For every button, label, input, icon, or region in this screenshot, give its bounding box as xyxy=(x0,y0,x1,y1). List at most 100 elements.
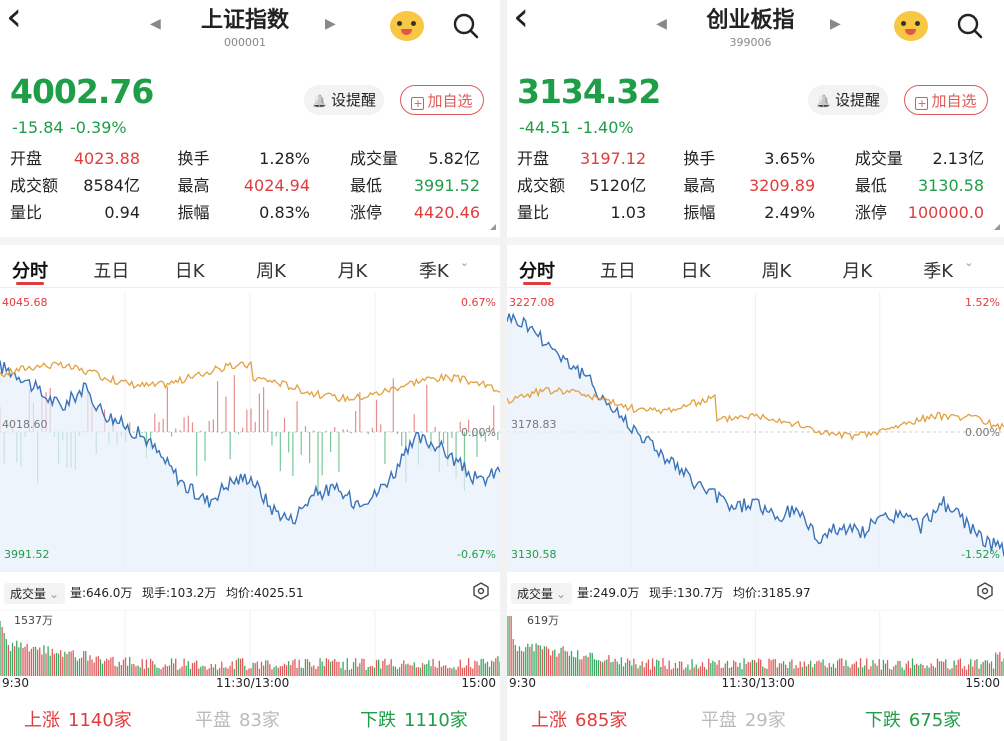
tab-2[interactable]: 日K xyxy=(174,261,205,282)
tab-3[interactable]: 周K xyxy=(761,261,792,282)
time-start: 9:30 xyxy=(509,676,536,690)
axis-bottom-pct: -1.52% xyxy=(961,548,1000,561)
chevron-down-icon: ⌄ xyxy=(459,256,470,269)
tab-4[interactable]: 月K xyxy=(842,261,873,282)
unchanged-label: 平盘 xyxy=(700,710,737,731)
add-watchlist-label: 加自选 xyxy=(427,92,473,110)
decliners-label: 下跌 xyxy=(864,710,901,731)
tab-1[interactable]: 五日 xyxy=(93,261,130,282)
bell-icon: 🔔 xyxy=(312,94,327,108)
period-tabs: 分时 五日 日K 周K 月K 季K ⌄ xyxy=(507,252,1004,288)
tab-2[interactable]: 日K xyxy=(680,261,711,282)
axis-mid-price: 4018.60 xyxy=(2,418,48,431)
tab-5[interactable]: 季K xyxy=(923,261,954,282)
stat-label: 振幅 xyxy=(177,203,210,222)
unchanged-label: 平盘 xyxy=(195,710,231,731)
stat-value: 0.94 xyxy=(104,203,140,222)
search-icon[interactable] xyxy=(452,12,480,40)
price-change: -44.51 xyxy=(519,118,571,137)
indicator-selector[interactable]: 成交量 ⌄ xyxy=(4,583,66,604)
settings-icon[interactable] xyxy=(472,582,490,600)
mascot-icon[interactable] xyxy=(894,11,928,41)
settings-icon[interactable] xyxy=(976,582,994,600)
volume-chart[interactable]: 619万 xyxy=(507,610,1004,676)
stat-label: 成交量 xyxy=(854,149,903,168)
stat-value: 5120亿 xyxy=(589,176,647,195)
expand-corner-icon[interactable] xyxy=(490,224,496,230)
add-watchlist-label: 加自选 xyxy=(931,92,977,110)
intraday-chart[interactable]: 3227.08 1.52% 3178.83 0.00% 3130.58 -1.52% xyxy=(507,292,1004,572)
current-price: 3134.32 xyxy=(517,72,661,111)
stat-label: 成交额 xyxy=(517,176,566,195)
stat-value: 8584亿 xyxy=(83,176,140,195)
stat-value: 4023.88 xyxy=(73,149,140,168)
expand-corner-icon[interactable] xyxy=(994,224,1000,230)
stat-label: 量比 xyxy=(517,203,550,222)
volume-max-label: 619万 xyxy=(527,614,559,627)
tab-0[interactable]: 分时 xyxy=(12,261,48,282)
stat-value: 2.13亿 xyxy=(932,149,985,168)
divider xyxy=(507,237,1004,245)
time-end: 15:00 xyxy=(461,676,496,690)
volume-chart[interactable]: 1537万 xyxy=(0,610,500,676)
prev-index-icon[interactable]: ◀ xyxy=(150,16,161,32)
stat-value: 3209.89 xyxy=(748,176,816,195)
index-code: 399006 xyxy=(729,36,772,49)
axis-bottom-price: 3991.52 xyxy=(4,548,50,561)
tab-3[interactable]: 周K xyxy=(256,261,286,282)
add-watchlist-button[interactable]: + 加自选 xyxy=(400,85,484,115)
advancers-label: 上涨 xyxy=(531,710,567,731)
price-area xyxy=(0,360,500,572)
tab-4[interactable]: 月K xyxy=(337,261,368,282)
index-name: 上证指数 xyxy=(200,8,289,33)
tab-5[interactable]: 季K xyxy=(418,261,449,282)
time-mid: 11:30/13:00 xyxy=(721,676,795,690)
unchanged: 平盘 83家 xyxy=(195,706,280,732)
time-mid: 11:30/13:00 xyxy=(216,676,290,690)
chevron-down-icon: ⌄ xyxy=(49,587,60,601)
tab-1[interactable]: 五日 xyxy=(599,261,636,282)
volume-value: 量:646.0万 xyxy=(70,586,133,600)
period-tabs: 分时 五日 日K 周K 月K 季K ⌄ xyxy=(0,252,500,288)
intraday-chart[interactable]: 4045.68 0.67% 4018.60 0.00% 3991.52 -0.67% xyxy=(0,292,500,572)
decliners-label: 下跌 xyxy=(360,710,396,731)
avg-price-line xyxy=(507,386,1004,442)
stat-value: 3.65% xyxy=(764,149,816,168)
prev-index-icon[interactable]: ◀ xyxy=(656,16,667,32)
indicator-label: 成交量 xyxy=(10,587,47,601)
set-reminder-label: 设提醒 xyxy=(834,91,880,109)
advancers: 上涨 1140家 xyxy=(24,706,132,732)
stat-label: 换手 xyxy=(177,149,210,168)
time-end: 15:00 xyxy=(965,676,1000,690)
axis-mid-price: 3178.83 xyxy=(511,418,557,431)
next-index-icon[interactable]: ▶ xyxy=(325,16,336,32)
current-price: 4002.76 xyxy=(10,72,154,111)
set-reminder-button[interactable]: 🔔 设提醒 xyxy=(304,85,384,115)
axis-top-pct: 1.52% xyxy=(965,296,1000,309)
avg-price: 均价:4025.51 xyxy=(226,586,304,600)
active-tab-indicator xyxy=(16,282,44,285)
panel-gap xyxy=(500,0,507,741)
search-icon[interactable] xyxy=(956,12,984,40)
stat-label: 振幅 xyxy=(683,203,716,222)
stat-value: 4420.46 xyxy=(413,203,480,222)
back-icon[interactable]: ‹ xyxy=(6,0,22,40)
stat-label: 涨停 xyxy=(350,203,383,222)
set-reminder-button[interactable]: 🔔 设提醒 xyxy=(808,85,888,115)
advancers-label: 上涨 xyxy=(24,710,60,731)
current-hand: 现手:103.2万 xyxy=(142,586,217,600)
bell-icon: 🔔 xyxy=(816,94,831,108)
add-watchlist-button[interactable]: + 加自选 xyxy=(904,85,988,115)
indicator-selector[interactable]: 成交量 ⌄ xyxy=(511,583,573,604)
axis-bottom-pct: -0.67% xyxy=(457,548,496,561)
next-index-icon[interactable]: ▶ xyxy=(830,16,841,32)
volume-max-label: 1537万 xyxy=(14,614,53,627)
back-icon[interactable]: ‹ xyxy=(513,0,529,40)
price-change: -15.84 xyxy=(12,118,64,137)
index-panel-1: ‹ ◀ ▶ 创业板指 399006 3134.32 -44.51 -1.40% 🔔 设提醒 + 加自选… xyxy=(507,0,1004,741)
stat-value: 1.03 xyxy=(610,203,647,222)
mascot-icon[interactable] xyxy=(390,11,424,41)
add-icon: + xyxy=(411,97,425,110)
tab-0[interactable]: 分时 xyxy=(519,261,555,282)
volume-value: 量:249.0万 xyxy=(577,586,640,600)
